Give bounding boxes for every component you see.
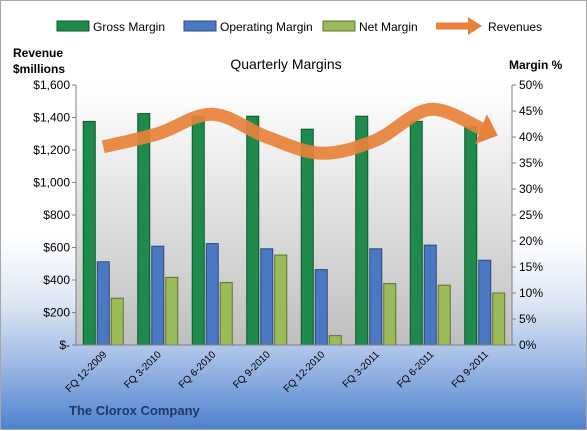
right-tick-label: 20% — [519, 234, 543, 248]
right-tick-label: 0% — [519, 338, 537, 352]
bar-net-margin — [384, 284, 396, 345]
category-label: FQ 3-2011 — [341, 349, 382, 390]
left-tick-label: $800 — [43, 208, 70, 222]
left-tick-label: $- — [59, 338, 70, 352]
bar-operating-margin — [424, 245, 436, 345]
bar-operating-margin — [97, 262, 109, 345]
legend-label: Revenues — [488, 20, 542, 34]
right-tick-label: 40% — [519, 130, 543, 144]
bar-gross-margin — [138, 114, 150, 345]
left-tick-label: $1,000 — [33, 176, 70, 190]
category-label: FQ 3-2010 — [122, 349, 164, 391]
category-label: FQ 9-2011 — [450, 349, 491, 390]
bar-net-margin — [493, 293, 505, 345]
left-tick-label: $200 — [43, 306, 70, 320]
left-axis-label-line1: Revenue — [13, 46, 63, 60]
bar-net-margin — [220, 283, 232, 345]
bar-gross-margin — [83, 121, 95, 345]
bar-gross-margin — [410, 121, 422, 345]
right-tick-label: 10% — [519, 286, 543, 300]
bar-operating-margin — [479, 260, 491, 345]
bar-operating-margin — [315, 270, 327, 345]
right-tick-label: 45% — [519, 104, 543, 118]
bar-net-margin — [329, 336, 341, 345]
category-label: FQ 6-2010 — [177, 349, 219, 391]
bar-net-margin — [275, 255, 287, 345]
bar-net-margin — [111, 298, 123, 345]
category-label: FQ 12-2009 — [64, 349, 110, 395]
right-tick-label: 35% — [519, 156, 543, 170]
left-tick-label: $1,200 — [33, 143, 70, 157]
right-tick-label: 50% — [519, 78, 543, 92]
bar-net-margin — [166, 277, 178, 345]
legend-arrow-revenues — [468, 17, 482, 35]
bar-operating-margin — [370, 249, 382, 345]
legend-label: Operating Margin — [220, 20, 313, 34]
right-tick-label: 30% — [519, 182, 543, 196]
bar-operating-margin — [261, 249, 273, 345]
left-axis-label-line2: $millions — [13, 62, 65, 76]
legend-swatch-operating-margin — [184, 21, 216, 31]
bar-gross-margin — [192, 116, 204, 345]
right-tick-label: 25% — [519, 208, 543, 222]
right-tick-label: 5% — [519, 312, 537, 326]
left-tick-label: $600 — [43, 241, 70, 255]
category-label: FQ 12-2010 — [282, 349, 328, 395]
legend-label: Gross Margin — [93, 20, 165, 34]
legend-label: Net Margin — [359, 20, 418, 34]
right-axis-label: Margin % — [509, 58, 563, 72]
legend-swatch-gross-margin — [57, 21, 89, 31]
left-tick-label: $400 — [43, 273, 70, 287]
chart-title: Quarterly Margins — [230, 56, 341, 72]
bar-gross-margin — [247, 116, 259, 345]
bar-operating-margin — [152, 246, 164, 345]
bar-operating-margin — [206, 244, 218, 345]
bar-net-margin — [438, 285, 450, 345]
bar-gross-margin — [301, 129, 313, 345]
right-tick-label: 15% — [519, 260, 543, 274]
category-label: FQ 9-2010 — [231, 349, 273, 391]
legend-swatch-net-margin — [323, 21, 355, 31]
category-label: FQ 6-2011 — [395, 349, 436, 390]
bar-gross-margin — [465, 127, 477, 345]
left-tick-label: $1,400 — [33, 111, 70, 125]
left-tick-label: $1,600 — [33, 78, 70, 92]
company-name: The Clorox Company — [69, 403, 200, 418]
